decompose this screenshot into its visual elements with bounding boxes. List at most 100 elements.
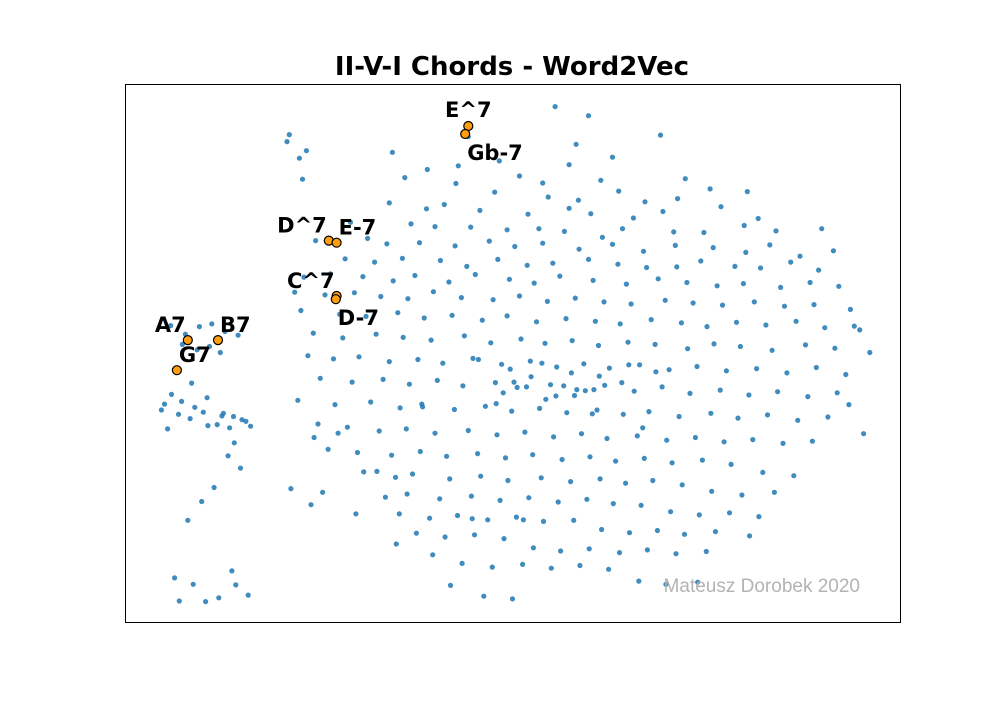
- data-point: [308, 502, 314, 508]
- data-point: [404, 491, 410, 497]
- data-point: [707, 186, 713, 192]
- data-point: [389, 452, 395, 458]
- data-point: [399, 255, 405, 261]
- data-point: [353, 511, 359, 517]
- data-point: [793, 318, 799, 324]
- data-point: [368, 399, 374, 405]
- data-point: [568, 479, 574, 485]
- data-point: [763, 322, 769, 328]
- data-point: [206, 343, 213, 350]
- data-point: [475, 356, 481, 363]
- data-point: [200, 409, 206, 415]
- data-point: [477, 207, 483, 213]
- data-point: [648, 317, 654, 323]
- data-point: [500, 390, 506, 396]
- data-point: [530, 545, 537, 551]
- data-point: [673, 551, 679, 557]
- data-point: [496, 158, 502, 164]
- data-point: [857, 327, 863, 333]
- data-point: [446, 279, 452, 285]
- data-point: [196, 324, 202, 330]
- data-point: [225, 453, 231, 459]
- data-point: [421, 315, 427, 321]
- data-point: [531, 280, 537, 286]
- chord-label: C^7: [287, 269, 335, 293]
- data-point: [867, 349, 873, 356]
- data-point: [664, 437, 670, 443]
- data-point: [599, 234, 606, 240]
- data-point: [760, 469, 766, 475]
- data-point: [726, 510, 733, 516]
- data-point: [662, 297, 668, 303]
- data-point: [780, 440, 786, 446]
- data-point: [292, 289, 298, 295]
- data-point: [573, 141, 579, 147]
- data-point: [347, 219, 354, 225]
- data-point: [717, 387, 723, 393]
- data-point: [832, 345, 838, 351]
- data-point: [434, 377, 440, 383]
- data-point: [540, 518, 547, 525]
- chord-label: E-7: [339, 216, 377, 240]
- data-point: [764, 412, 771, 418]
- data-point: [386, 200, 392, 206]
- data-point: [771, 489, 778, 495]
- data-point: [638, 502, 644, 508]
- data-point: [594, 407, 600, 413]
- data-point: [597, 476, 603, 482]
- data-point: [464, 263, 470, 269]
- data-point: [657, 132, 664, 138]
- data-point: [578, 431, 585, 437]
- data-point: [461, 333, 467, 339]
- data-point: [482, 403, 488, 409]
- data-point: [455, 163, 461, 169]
- data-point: [610, 501, 616, 507]
- data-point: [340, 335, 346, 341]
- data-point: [423, 206, 430, 212]
- data-point: [158, 407, 164, 413]
- data-point: [514, 384, 520, 390]
- data-point: [539, 360, 545, 366]
- plot-area-frame: [125, 84, 901, 623]
- data-point: [403, 426, 409, 432]
- data-point: [684, 279, 690, 286]
- chord-label: B7: [220, 313, 251, 337]
- data-point: [219, 413, 225, 419]
- data-point: [303, 148, 309, 154]
- data-point: [558, 548, 564, 554]
- data-point: [176, 598, 182, 604]
- data-point: [574, 387, 580, 393]
- data-point: [523, 384, 530, 390]
- data-point: [676, 413, 682, 420]
- data-point: [472, 271, 478, 278]
- chord-label: E^7: [445, 98, 492, 122]
- data-point: [516, 293, 523, 299]
- embedding-points: [158, 104, 873, 605]
- data-point: [668, 509, 674, 515]
- data-point: [631, 388, 637, 394]
- data-point: [846, 402, 852, 408]
- data-point: [194, 347, 200, 353]
- data-point: [286, 132, 292, 138]
- data-point: [630, 215, 637, 221]
- data-point: [396, 511, 402, 517]
- data-point: [552, 104, 558, 110]
- data-point: [572, 295, 578, 301]
- data-point: [755, 215, 761, 222]
- data-point: [809, 438, 816, 444]
- data-point: [332, 402, 338, 408]
- data-point: [373, 331, 379, 337]
- highlighted-point: [171, 365, 182, 376]
- data-point: [816, 267, 822, 273]
- data-point: [376, 428, 382, 434]
- data-point: [695, 579, 701, 585]
- chord-label: Gb-7: [467, 141, 523, 165]
- data-point: [721, 439, 727, 445]
- data-point: [322, 292, 328, 298]
- data-point: [544, 298, 551, 304]
- data-point: [836, 283, 842, 289]
- data-point: [602, 382, 608, 388]
- data-point: [390, 278, 396, 284]
- data-point: [843, 371, 849, 378]
